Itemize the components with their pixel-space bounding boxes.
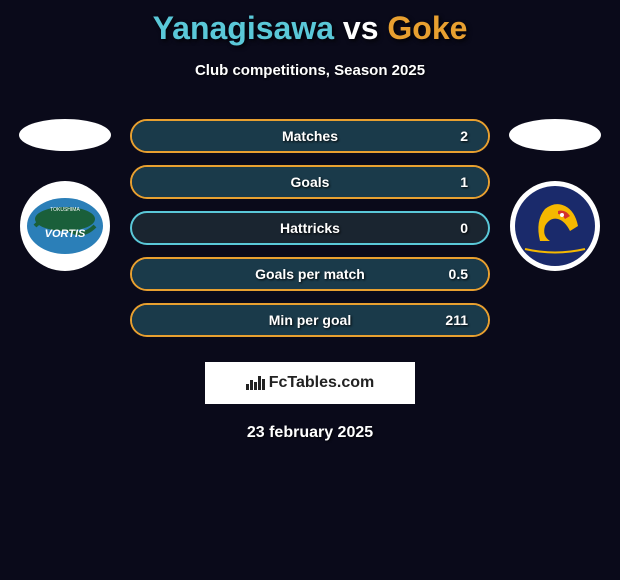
subtitle: Club competitions, Season 2025 xyxy=(0,62,620,79)
branding-text: FcTables.com xyxy=(269,374,375,392)
stat-label: Hattricks xyxy=(132,220,488,236)
player1-name: Yanagisawa xyxy=(153,10,334,46)
stat-row: Goals1 xyxy=(130,165,490,199)
svg-text:TOKUSHIMA: TOKUSHIMA xyxy=(50,207,80,213)
vs-text: vs xyxy=(343,10,379,46)
page-title: Yanagisawa vs Goke xyxy=(0,10,620,47)
player1-column: VORTIS TOKUSHIMA xyxy=(15,119,115,271)
stats-column: Matches2Goals1Hattricks0Goals per match0… xyxy=(130,119,490,337)
stat-row: Goals per match0.5 xyxy=(130,257,490,291)
stats-area: VORTIS TOKUSHIMA Matches2 Goals1 Hattricks… xyxy=(0,119,620,337)
team1-logo: VORTIS TOKUSHIMA xyxy=(20,181,110,271)
player2-photo-placeholder xyxy=(509,119,601,151)
branding-box: FcTables.com xyxy=(205,362,415,404)
player1-photo-placeholder xyxy=(19,119,111,151)
stat-row: Matches2 xyxy=(130,119,490,153)
stat-value-right: 2 xyxy=(460,128,468,144)
stat-label: Goals xyxy=(132,174,488,190)
stat-row: Hattricks0 xyxy=(130,211,490,245)
team2-logo xyxy=(510,181,600,271)
player2-column xyxy=(505,119,605,271)
player2-name: Goke xyxy=(387,10,467,46)
stat-label: Matches xyxy=(132,128,488,144)
stat-label: Goals per match xyxy=(132,266,488,282)
stat-value-right: 211 xyxy=(445,312,468,328)
stat-value-right: 0 xyxy=(460,220,468,236)
date-text: 23 february 2025 xyxy=(0,424,620,442)
infographic-container: Yanagisawa vs Goke Club competitions, Se… xyxy=(0,0,620,442)
stat-value-right: 1 xyxy=(460,174,468,190)
svg-text:VORTIS: VORTIS xyxy=(45,228,86,240)
chart-icon xyxy=(246,376,265,390)
stat-row: Min per goal211 xyxy=(130,303,490,337)
stat-label: Min per goal xyxy=(132,312,488,328)
stat-value-right: 0.5 xyxy=(449,266,468,282)
